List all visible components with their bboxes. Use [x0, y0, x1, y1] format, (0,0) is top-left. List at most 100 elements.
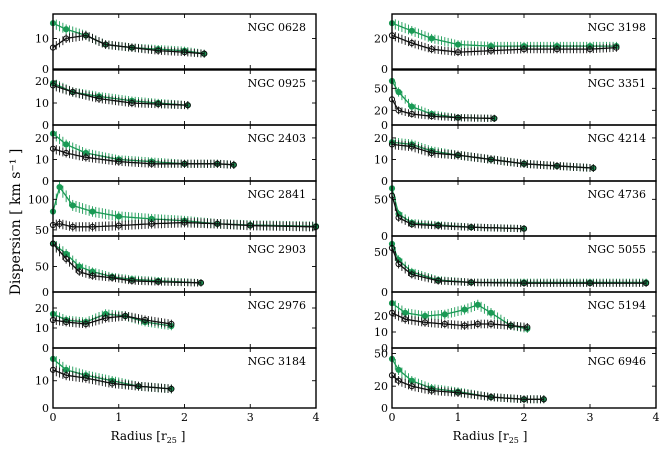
y-tick-label: 20 [35, 132, 49, 145]
data-point [82, 32, 89, 39]
y-tick-label: 0 [42, 175, 49, 188]
panel-ngc-0925: 0 10 20 NGC 0925 [35, 69, 317, 132]
svg-text:Radius [r25 ]: Radius [r25 ] [453, 429, 528, 445]
y-tick-label: 0 [42, 63, 49, 76]
data-point [63, 149, 70, 157]
x-axis-label-left: Radius [r25 ] [111, 429, 186, 445]
galaxy-name: NGC 2841 [248, 188, 306, 201]
galaxy-name: NGC 5194 [588, 299, 646, 312]
data-point [102, 41, 109, 48]
data-point [468, 224, 475, 231]
data-point [115, 222, 122, 229]
panel-ngc-2841: 50 100 NGC 2841 [28, 180, 320, 237]
galaxy-name: NGC 0628 [248, 21, 306, 34]
data-point [408, 39, 415, 47]
data-point [148, 160, 155, 167]
data-point [468, 279, 475, 286]
data-point [408, 110, 415, 118]
y-tick-label: 50 [35, 261, 49, 274]
data-point [402, 309, 409, 316]
galaxy-name: NGC 3184 [248, 355, 306, 368]
data-point [643, 280, 650, 287]
data-point [408, 271, 415, 278]
data-point [128, 99, 135, 107]
y-tick-label: 20 [374, 310, 388, 323]
data-point [520, 225, 528, 232]
y-tick-label: 100 [28, 193, 49, 206]
y-tick-label: 0 [381, 119, 388, 132]
data-point [168, 385, 175, 393]
data-point [109, 274, 116, 281]
series-black [49, 364, 175, 394]
data-point [586, 46, 594, 53]
data-point [428, 46, 435, 53]
data-point [428, 387, 435, 394]
y-tick-label: 20 [374, 380, 388, 393]
galaxy-name: NGC 3351 [588, 77, 646, 90]
data-point [155, 278, 162, 285]
x-tick-label: 1 [455, 411, 462, 424]
series-line [52, 369, 172, 390]
data-point [82, 320, 89, 328]
series-black [388, 95, 498, 122]
galaxy-name: NGC 2976 [248, 299, 306, 312]
series-black [388, 139, 597, 172]
data-point [441, 311, 448, 318]
series-line [391, 247, 647, 284]
data-point [63, 35, 70, 42]
y-tick-label: 20 [35, 302, 49, 315]
panel-ngc-2903: 0 50 NGC 2903 [35, 235, 317, 299]
panel-ngc-5194: 0 10 20 NGC 5194 [374, 291, 657, 355]
data-point [89, 223, 96, 230]
y-tick-label: 50 [35, 224, 49, 237]
y-tick-label: 0 [381, 175, 388, 188]
panel-ngc-3198: 0 20 NGC 3198 [374, 13, 657, 76]
data-point [155, 101, 162, 108]
x-tick-label: 2 [181, 411, 188, 424]
data-point [586, 280, 594, 287]
data-point [102, 314, 109, 322]
data-point [69, 223, 76, 230]
data-point [520, 396, 528, 403]
galaxy-name: NGC 0925 [248, 77, 306, 90]
data-point [395, 214, 402, 221]
panel-ngc-4736: 0 50 NGC 4736 [374, 180, 657, 243]
data-point [487, 47, 495, 54]
data-point [168, 320, 175, 328]
data-point [421, 319, 429, 326]
y-tick-label: 0 [42, 286, 49, 299]
galaxy-name: NGC 4736 [588, 188, 646, 201]
data-point [435, 222, 442, 229]
data-point [507, 322, 514, 329]
data-point [408, 383, 415, 390]
data-point [214, 160, 221, 167]
series-line [52, 133, 234, 166]
y-tick-label: 10 [374, 326, 388, 339]
data-point [181, 219, 188, 226]
series-line [52, 34, 205, 55]
series-line [52, 315, 172, 325]
series-line [52, 84, 188, 106]
data-point [454, 49, 462, 56]
data-point [395, 377, 402, 384]
series-line [391, 374, 544, 400]
y-tick-label: 0 [381, 342, 388, 355]
data-point [474, 301, 481, 308]
series-black [49, 80, 191, 110]
data-point [128, 277, 135, 284]
data-point [395, 366, 402, 373]
y-tick-label: 20 [374, 104, 388, 117]
y-tick-label: 0 [42, 342, 49, 355]
data-point [408, 27, 415, 34]
panel-ngc-6946: 0 20 50 0 1 2 3 4 NGC 6946 [374, 347, 660, 424]
data-point [184, 102, 191, 109]
data-point [408, 103, 415, 110]
panel-ngc-4214: 0 10 20 NGC 4214 [374, 124, 657, 188]
data-point [487, 309, 495, 316]
x-tick-label: 4 [313, 411, 320, 424]
y-tick-label: 10 [35, 32, 49, 45]
svg-text:Radius [r25 ]: Radius [r25 ] [111, 429, 186, 445]
x-axis-label-left-sub: 25 [167, 436, 177, 445]
series-black [49, 238, 205, 287]
data-point [56, 220, 63, 227]
